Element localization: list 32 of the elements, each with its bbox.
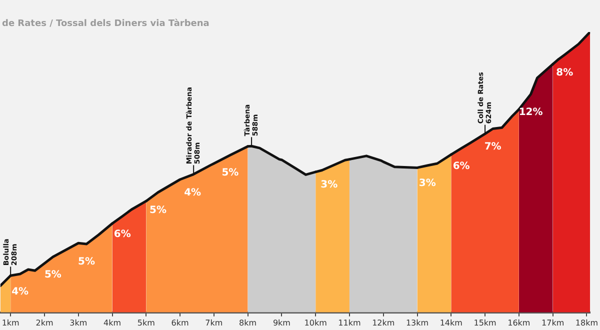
- annotation: 5%: [150, 204, 166, 216]
- annotation: 4%: [184, 187, 202, 198]
- x-tick-label: 2km: [36, 318, 54, 328]
- x-tick-label: 18km: [575, 318, 598, 328]
- annotation: 5%: [78, 256, 95, 268]
- annotation: 7%: [484, 141, 502, 152]
- x-tick-label: 3km: [70, 318, 88, 328]
- annotation: 3%: [320, 180, 338, 191]
- x-tick-label: 1km: [2, 318, 20, 328]
- x-tick-label: 14km: [440, 318, 463, 328]
- x-tick-label: 17km: [542, 318, 564, 328]
- annotation: 5%: [44, 269, 62, 280]
- x-tick-label: 4km: [103, 318, 122, 328]
- annotation: 12%: [518, 106, 543, 118]
- x-tick-label: 5km: [137, 318, 156, 328]
- x-tick-label: 9km: [272, 318, 291, 328]
- x-tick-label: 8km: [239, 318, 257, 328]
- annotation: 4%: [12, 286, 29, 298]
- x-tick-label: 11km: [338, 318, 361, 328]
- annotation: 8%: [556, 67, 574, 78]
- annotation: 3%: [418, 178, 436, 190]
- annotation: 6%: [114, 228, 131, 240]
- annotation: 6%: [452, 160, 470, 172]
- x-tick-label: 6km: [171, 318, 189, 328]
- x-tick-label: 16km: [508, 318, 530, 328]
- x-tick-label: 15km: [474, 318, 497, 328]
- x-tick-label: 12km: [372, 318, 395, 328]
- x-tick-label: 7km: [205, 318, 223, 328]
- x-tick-label: 10km: [304, 318, 328, 328]
- x-tick-label: 13km: [406, 318, 429, 328]
- annotation: 5%: [222, 168, 239, 179]
- chart-title: de Rates / Tossal dels Diners via Tàrbena: [2, 18, 210, 29]
